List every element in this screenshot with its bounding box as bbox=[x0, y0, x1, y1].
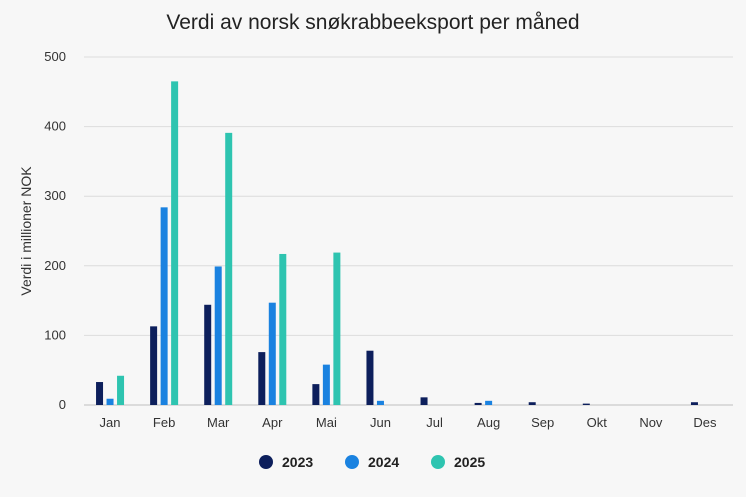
bar-2024-mai[interactable] bbox=[322, 364, 330, 405]
y-axis-label: Verdi i millioner NOK bbox=[18, 166, 34, 296]
bar-2025-mar[interactable] bbox=[225, 132, 233, 405]
bar-2024-apr[interactable] bbox=[268, 302, 276, 405]
bar-2023-mai[interactable] bbox=[312, 384, 320, 405]
x-tick-label: Des bbox=[693, 415, 717, 430]
bar-2024-feb[interactable] bbox=[160, 207, 168, 405]
bar-2025-feb[interactable] bbox=[171, 81, 179, 406]
y-axis-ticks: 0 100 200 300 400 500 bbox=[44, 49, 66, 412]
bar-2023-jul[interactable] bbox=[420, 397, 428, 405]
y-tick-label: 300 bbox=[44, 188, 66, 203]
bar-2023-sep[interactable] bbox=[528, 402, 536, 405]
y-tick-label: 0 bbox=[59, 397, 66, 412]
bar-2024-jan[interactable] bbox=[106, 398, 114, 405]
bar-2023-mar[interactable] bbox=[204, 304, 212, 405]
bar-2023-apr[interactable] bbox=[258, 352, 266, 405]
x-tick-label: Mai bbox=[316, 415, 337, 430]
chart-title: Verdi av norsk snøkrabbeeksport per måne… bbox=[166, 11, 579, 34]
bar-2024-aug[interactable] bbox=[485, 400, 493, 405]
legend-item-2023[interactable]: 2023 bbox=[259, 454, 313, 470]
y-tick-label: 100 bbox=[44, 327, 66, 342]
bar-2024-mar[interactable] bbox=[214, 266, 222, 405]
legend[interactable]: 2023 2024 2025 bbox=[259, 454, 485, 470]
y-tick-label: 400 bbox=[44, 119, 66, 134]
legend-label: 2025 bbox=[454, 454, 485, 470]
x-tick-label: Nov bbox=[639, 415, 663, 430]
bars bbox=[96, 81, 698, 406]
legend-item-2025[interactable]: 2025 bbox=[431, 454, 485, 470]
x-axis-ticks: Jan Feb Mar Apr Mai Jun Jul Aug Sep Okt Nov Des bbox=[100, 415, 717, 430]
legend-marker bbox=[345, 455, 359, 469]
x-tick-label: Jun bbox=[370, 415, 391, 430]
bar-2025-jan[interactable] bbox=[117, 375, 125, 405]
x-tick-label: Sep bbox=[531, 415, 554, 430]
bar-2023-aug[interactable] bbox=[474, 402, 482, 405]
legend-item-2024[interactable]: 2024 bbox=[345, 454, 399, 470]
x-tick-label: Apr bbox=[262, 415, 283, 430]
x-tick-label: Okt bbox=[587, 415, 608, 430]
y-tick-label: 200 bbox=[44, 258, 66, 273]
legend-label: 2023 bbox=[282, 454, 313, 470]
legend-marker bbox=[431, 455, 445, 469]
x-tick-label: Jul bbox=[426, 415, 443, 430]
bar-2023-des[interactable] bbox=[690, 402, 698, 405]
x-tick-label: Aug bbox=[477, 415, 500, 430]
gridlines bbox=[84, 56, 733, 406]
legend-marker bbox=[259, 455, 273, 469]
bar-2023-feb[interactable] bbox=[150, 326, 158, 405]
x-tick-label: Jan bbox=[100, 415, 121, 430]
y-tick-label: 500 bbox=[44, 49, 66, 64]
bar-2025-mai[interactable] bbox=[333, 252, 341, 405]
x-tick-label: Mar bbox=[207, 415, 230, 430]
legend-label: 2024 bbox=[368, 454, 399, 470]
bar-2023-jun[interactable] bbox=[366, 350, 374, 405]
x-tick-label: Feb bbox=[153, 415, 175, 430]
bar-2025-apr[interactable] bbox=[279, 253, 287, 405]
bar-2023-jan[interactable] bbox=[96, 382, 104, 405]
bar-2024-jun[interactable] bbox=[376, 400, 384, 405]
bar-2023-okt[interactable] bbox=[582, 403, 590, 405]
